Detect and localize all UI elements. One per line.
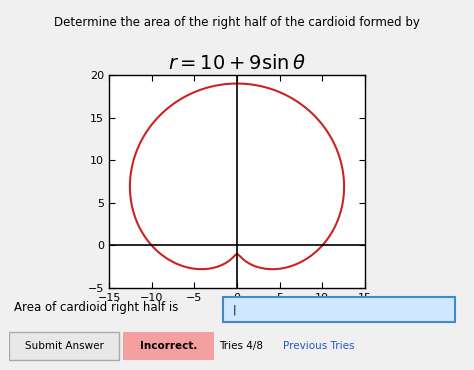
FancyBboxPatch shape [9, 332, 119, 360]
Text: Submit Answer: Submit Answer [25, 341, 103, 351]
Text: Tries 4/8: Tries 4/8 [219, 341, 263, 351]
FancyBboxPatch shape [123, 332, 214, 360]
Text: Incorrect.: Incorrect. [140, 341, 198, 351]
Text: Determine the area of the right half of the cardioid formed by: Determine the area of the right half of … [54, 16, 420, 29]
FancyBboxPatch shape [223, 297, 456, 322]
Text: Area of cardioid right half is: Area of cardioid right half is [14, 301, 182, 314]
Text: $r = 10 + 9\sin\theta$: $r = 10 + 9\sin\theta$ [168, 54, 306, 73]
Text: Previous Tries: Previous Tries [283, 341, 354, 351]
Text: |: | [232, 304, 236, 314]
